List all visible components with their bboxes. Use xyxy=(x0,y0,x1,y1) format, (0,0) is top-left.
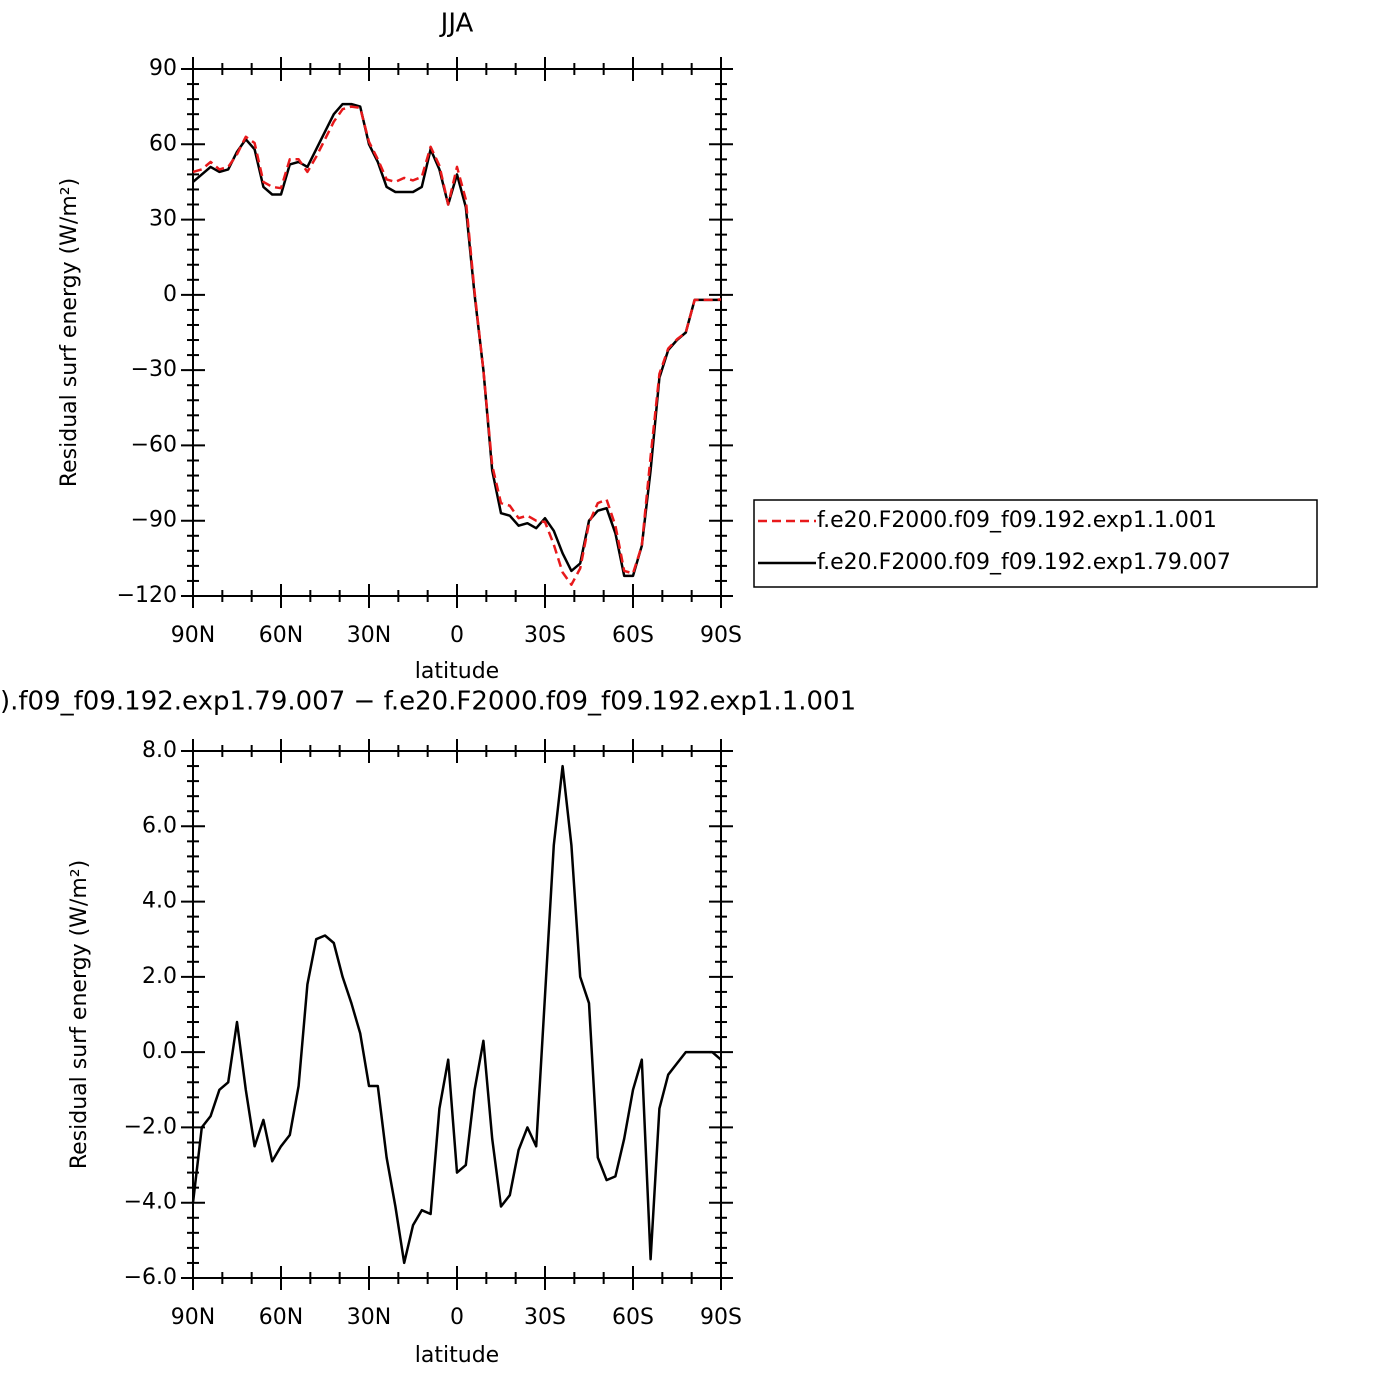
x-axis-label: latitude xyxy=(415,1343,499,1368)
y-tick-label: −4.0 xyxy=(124,1190,177,1215)
x-tick-label: 30S xyxy=(524,623,566,648)
y-tick-label: 60 xyxy=(149,131,177,156)
y-tick-label: 0 xyxy=(163,282,177,307)
x-tick-label: 60S xyxy=(612,1305,654,1330)
y-axis-label: Residual surf energy (W/m²) xyxy=(57,178,82,487)
plot-frame xyxy=(192,68,722,597)
x-axis-label: latitude xyxy=(415,659,499,684)
y-tick-label: −6.0 xyxy=(124,1265,177,1290)
y-tick-label: −120 xyxy=(117,583,177,608)
series-line xyxy=(192,105,722,586)
y-tick-label: 0.0 xyxy=(142,1039,177,1064)
y-tick-label: 4.0 xyxy=(142,889,177,914)
x-tick-label: 0 xyxy=(450,1305,464,1330)
x-tick-label: 90S xyxy=(700,1305,742,1330)
x-tick-label: 90N xyxy=(171,1305,215,1330)
plot-frame xyxy=(192,750,722,1279)
x-tick-label: 30S xyxy=(524,1305,566,1330)
y-axis-label: Residual surf energy (W/m²) xyxy=(67,860,92,1169)
x-tick-label: 90S xyxy=(700,623,742,648)
y-tick-label: −90 xyxy=(131,508,177,533)
y-tick-label: 90 xyxy=(149,56,177,81)
chart-title: JJA xyxy=(439,9,474,39)
x-tick-label: 60S xyxy=(612,623,654,648)
chart-title: ).f09_f09.192.exp1.79.007 − f.e20.F2000.… xyxy=(0,687,856,717)
y-tick-label: 8.0 xyxy=(142,738,177,763)
x-tick-label: 30N xyxy=(347,623,391,648)
series-line xyxy=(191,764,722,1265)
legend-box xyxy=(753,499,1318,588)
x-tick-label: 90N xyxy=(171,623,215,648)
x-tick-label: 30N xyxy=(347,1305,391,1330)
y-tick-label: −2.0 xyxy=(124,1114,177,1139)
y-tick-label: 6.0 xyxy=(142,813,177,838)
y-tick-label: −30 xyxy=(131,357,177,382)
legend-label: f.e20.F2000.f09_f09.192.exp1.79.007 xyxy=(817,550,1231,575)
x-tick-label: 60N xyxy=(259,623,303,648)
series-line xyxy=(192,102,721,578)
y-tick-label: 2.0 xyxy=(142,964,177,989)
legend-label: f.e20.F2000.f09_f09.192.exp1.1.001 xyxy=(817,508,1217,533)
x-tick-label: 0 xyxy=(450,623,464,648)
x-tick-label: 60N xyxy=(259,1305,303,1330)
y-tick-label: 30 xyxy=(149,207,177,232)
y-tick-label: −60 xyxy=(131,432,177,457)
